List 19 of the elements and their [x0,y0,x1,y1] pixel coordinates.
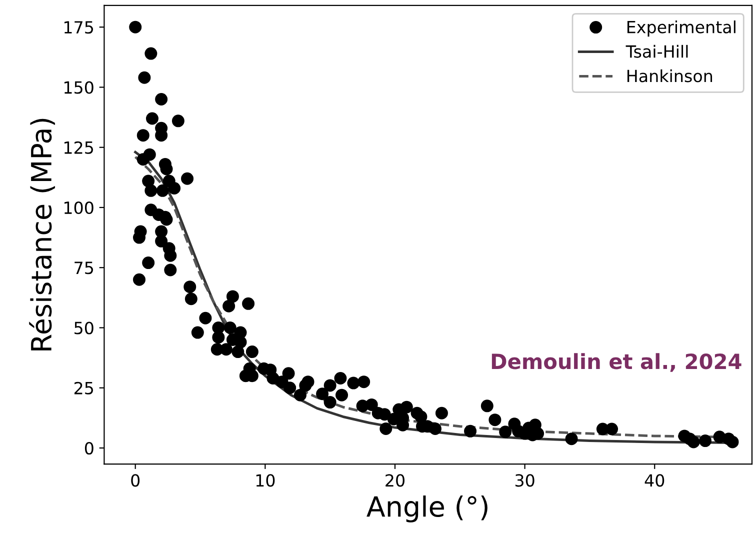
y-tick-label: 75 [74,262,94,274]
y-tick-label: 125 [64,141,94,154]
x-tick-label: 30 [515,474,534,487]
legend-label: Hankinson [627,69,712,82]
x-tick-label: 0 [131,474,140,487]
x-tick-label: 20 [386,474,404,487]
y-tick-label: 50 [74,322,94,334]
y-axis-title: Résistance (MPa) [29,118,55,350]
y-tick-label: 175 [64,21,94,34]
y-tick-label: 150 [64,81,94,94]
x-tick-label: 40 [644,474,664,487]
legend-label: Experimental [627,20,736,37]
x-tick-label: 10 [256,474,275,487]
x-axis-title: Angle (°) [366,496,488,522]
y-tick-label: 100 [64,201,94,214]
annotation: Demoulin et al., 2024 [492,353,742,372]
legend-label: Tsai-Hill [626,44,688,58]
y-tick-label: 0 [84,442,94,455]
y-tick-label: 25 [74,382,94,394]
